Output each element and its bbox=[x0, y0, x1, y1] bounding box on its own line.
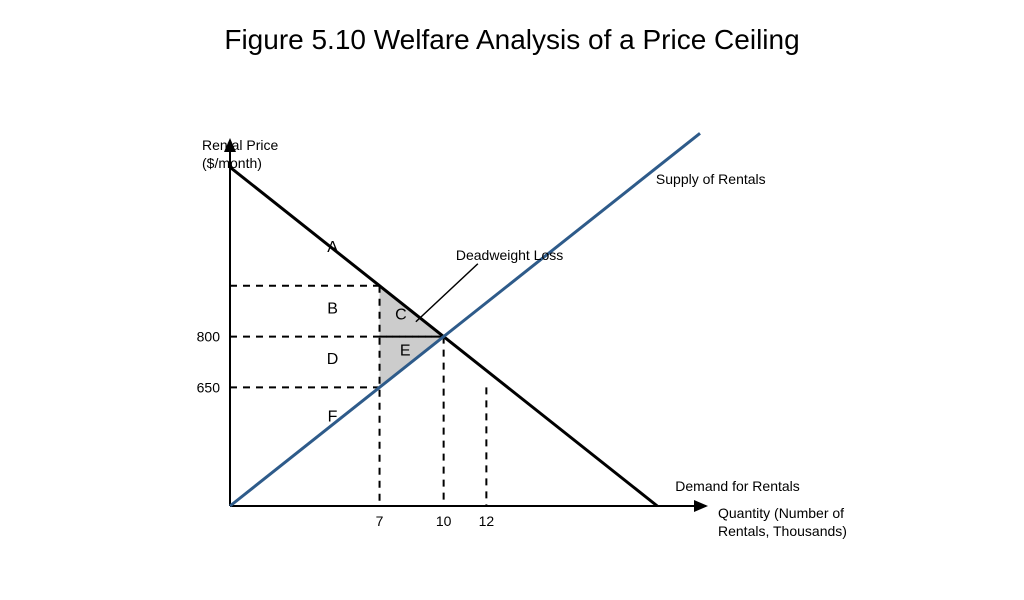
supply-label: Supply of Rentals bbox=[656, 171, 766, 187]
deadweight-label: Deadweight Loss bbox=[456, 247, 563, 263]
x-axis-label: Rentals, Thousands) bbox=[718, 523, 847, 539]
x-tick-label: 12 bbox=[479, 513, 495, 529]
figure-title: Figure 5.10 Welfare Analysis of a Price … bbox=[0, 24, 1024, 56]
region-F: F bbox=[328, 408, 338, 425]
supply-curve bbox=[230, 133, 700, 506]
x-axis-label: Quantity (Number of bbox=[718, 505, 844, 521]
y-axis-label: ($/month) bbox=[202, 155, 262, 171]
region-C: C bbox=[395, 307, 407, 324]
chart-container: 800 650 7 10 12 Rental Price ($/month) Quantity… bbox=[0, 66, 1024, 566]
region-A: A bbox=[327, 239, 338, 256]
y-tick-label: 650 bbox=[197, 379, 221, 395]
y-axis-label: Rental Price bbox=[202, 137, 278, 153]
region-B: B bbox=[327, 300, 338, 317]
region-E: E bbox=[400, 343, 411, 360]
x-tick-label: 10 bbox=[436, 513, 452, 529]
y-tick-label: 800 bbox=[197, 329, 221, 345]
region-D: D bbox=[327, 351, 339, 368]
welfare-diagram: 800 650 7 10 12 Rental Price ($/month) Quantity… bbox=[0, 66, 1024, 566]
x-tick-label: 7 bbox=[376, 513, 384, 529]
demand-label: Demand for Rentals bbox=[675, 478, 800, 494]
deadweight-pointer bbox=[416, 264, 478, 322]
